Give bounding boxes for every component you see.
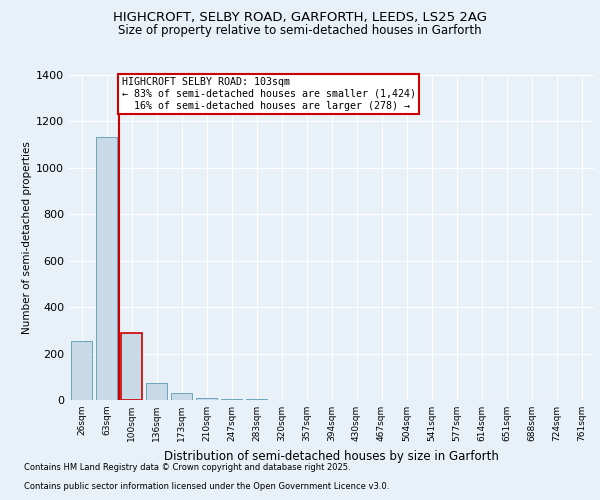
Text: Contains HM Land Registry data © Crown copyright and database right 2025.: Contains HM Land Registry data © Crown c… xyxy=(24,464,350,472)
Bar xyxy=(171,393,192,400)
Bar xyxy=(121,332,142,400)
Text: Size of property relative to semi-detached houses in Garforth: Size of property relative to semi-detach… xyxy=(118,24,482,37)
Bar xyxy=(196,398,217,400)
Text: HIGHCROFT SELBY ROAD: 103sqm
← 83% of semi-detached houses are smaller (1,424)
 : HIGHCROFT SELBY ROAD: 103sqm ← 83% of se… xyxy=(121,78,415,110)
Bar xyxy=(71,341,92,400)
Bar xyxy=(221,399,242,400)
Text: Contains public sector information licensed under the Open Government Licence v3: Contains public sector information licen… xyxy=(24,482,389,491)
Y-axis label: Number of semi-detached properties: Number of semi-detached properties xyxy=(22,141,32,334)
Text: HIGHCROFT, SELBY ROAD, GARFORTH, LEEDS, LS25 2AG: HIGHCROFT, SELBY ROAD, GARFORTH, LEEDS, … xyxy=(113,11,487,24)
X-axis label: Distribution of semi-detached houses by size in Garforth: Distribution of semi-detached houses by … xyxy=(164,450,499,462)
Bar xyxy=(146,382,167,400)
Bar xyxy=(96,136,117,400)
